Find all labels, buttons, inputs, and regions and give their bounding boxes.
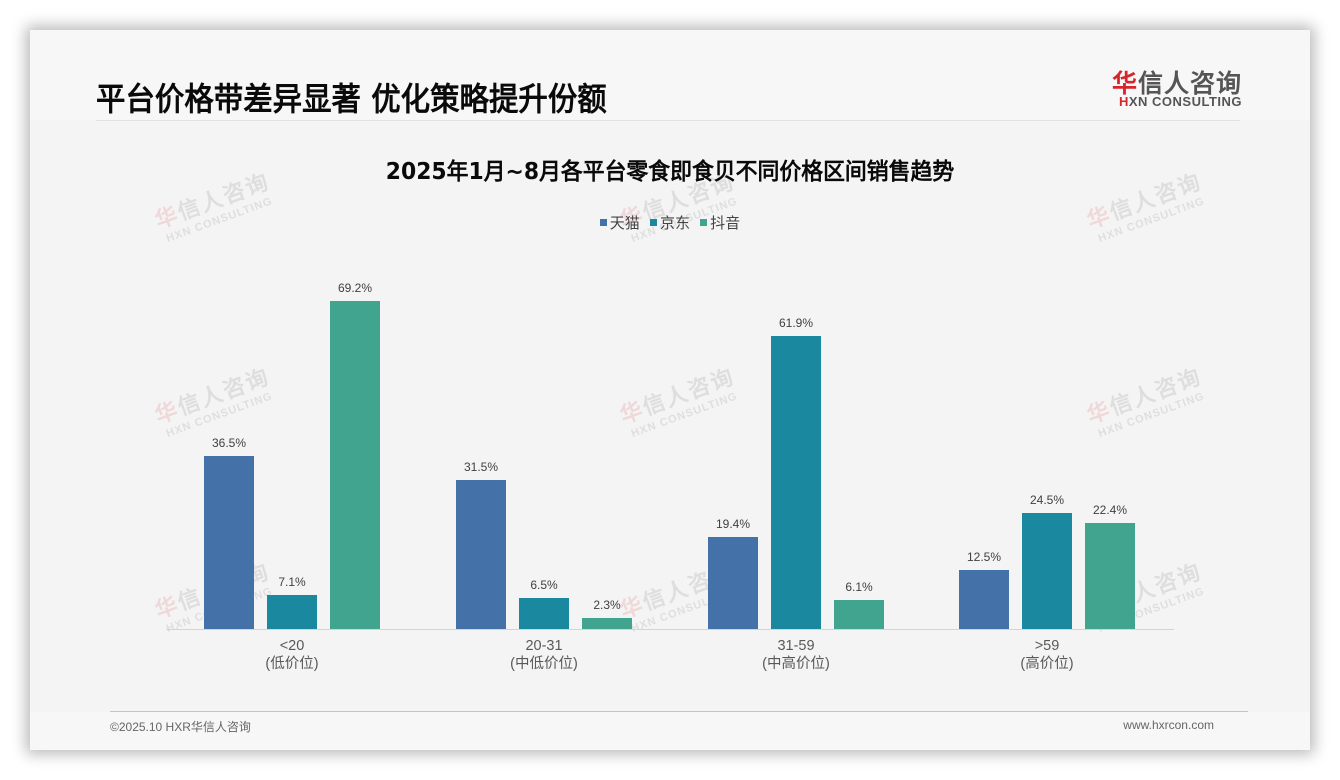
data-label: 2.3% — [593, 598, 621, 612]
data-label: 19.4% — [715, 517, 751, 531]
bar-tmall — [959, 570, 1009, 629]
bar-douyin — [1085, 523, 1135, 629]
bar-tmall — [456, 480, 506, 629]
page-title: 平台价格带差异显著 优化策略提升份额 — [96, 80, 607, 118]
legend-item-jd: 京东 — [649, 212, 690, 233]
bar-chart-plot-area: 36.5% 7.1% 69.2% <20 (低价位) 31.5% 6.5% 2.3% 20-31… — [30, 30, 1310, 750]
data-label: 36.5% — [211, 436, 247, 450]
company-logo: 华信人咨询 HXN CONSULTING — [1110, 64, 1242, 112]
x-axis-category-label: 31-59 (中高价位) — [762, 638, 830, 672]
chart-title: 2025年1月~8月各平台零食即食贝不同价格区间销售趋势 — [385, 159, 955, 185]
legend-item-tmall: 天猫 — [599, 212, 640, 233]
legend-swatch-icon — [649, 219, 657, 226]
data-label: 61.9% — [778, 316, 814, 330]
data-label: 31.5% — [463, 460, 499, 474]
bar-jd — [267, 595, 317, 629]
bar-douyin — [834, 600, 884, 629]
x-axis-category-label: <20 (低价位) — [265, 638, 319, 672]
slide: 平台价格带差异显著 优化策略提升份额 华信人咨询 HXN CONSULTING … — [30, 30, 1310, 750]
footer-divider — [110, 711, 1248, 712]
chart-legend: 天猫 京东 抖音 — [30, 212, 1310, 233]
footer-website: www.hxrcon.com — [1123, 718, 1214, 732]
data-label: 22.4% — [1092, 503, 1128, 517]
bar-douyin — [582, 618, 632, 629]
data-label: 24.5% — [1029, 493, 1065, 507]
data-label: 7.1% — [278, 575, 306, 589]
logo-chinese: 华信人咨询 — [1111, 69, 1242, 98]
x-axis-category-label: 20-31 (中低价位) — [510, 638, 578, 672]
data-label: 12.5% — [966, 550, 1002, 564]
bar-tmall — [708, 537, 758, 629]
x-axis-category-label: >59 (高价位) — [1020, 638, 1074, 672]
bar-jd — [1022, 513, 1072, 629]
bar-tmall — [204, 456, 254, 629]
footer-band — [30, 712, 1310, 750]
header-band — [30, 30, 1310, 120]
logo-english: HXN CONSULTING — [1118, 94, 1242, 109]
legend-swatch-icon — [700, 219, 708, 226]
legend-swatch-icon — [599, 219, 607, 226]
x-axis-line — [166, 629, 1174, 630]
data-label: 6.5% — [530, 578, 558, 592]
bar-douyin — [330, 301, 380, 629]
footer-copyright: ©2025.10 HXR华信人咨询 — [110, 720, 251, 734]
bar-jd — [519, 598, 569, 629]
data-label: 69.2% — [337, 281, 373, 295]
data-label: 6.1% — [845, 580, 873, 594]
bar-jd — [771, 336, 821, 629]
title-divider — [96, 120, 1240, 121]
legend-item-douyin: 抖音 — [700, 212, 740, 233]
